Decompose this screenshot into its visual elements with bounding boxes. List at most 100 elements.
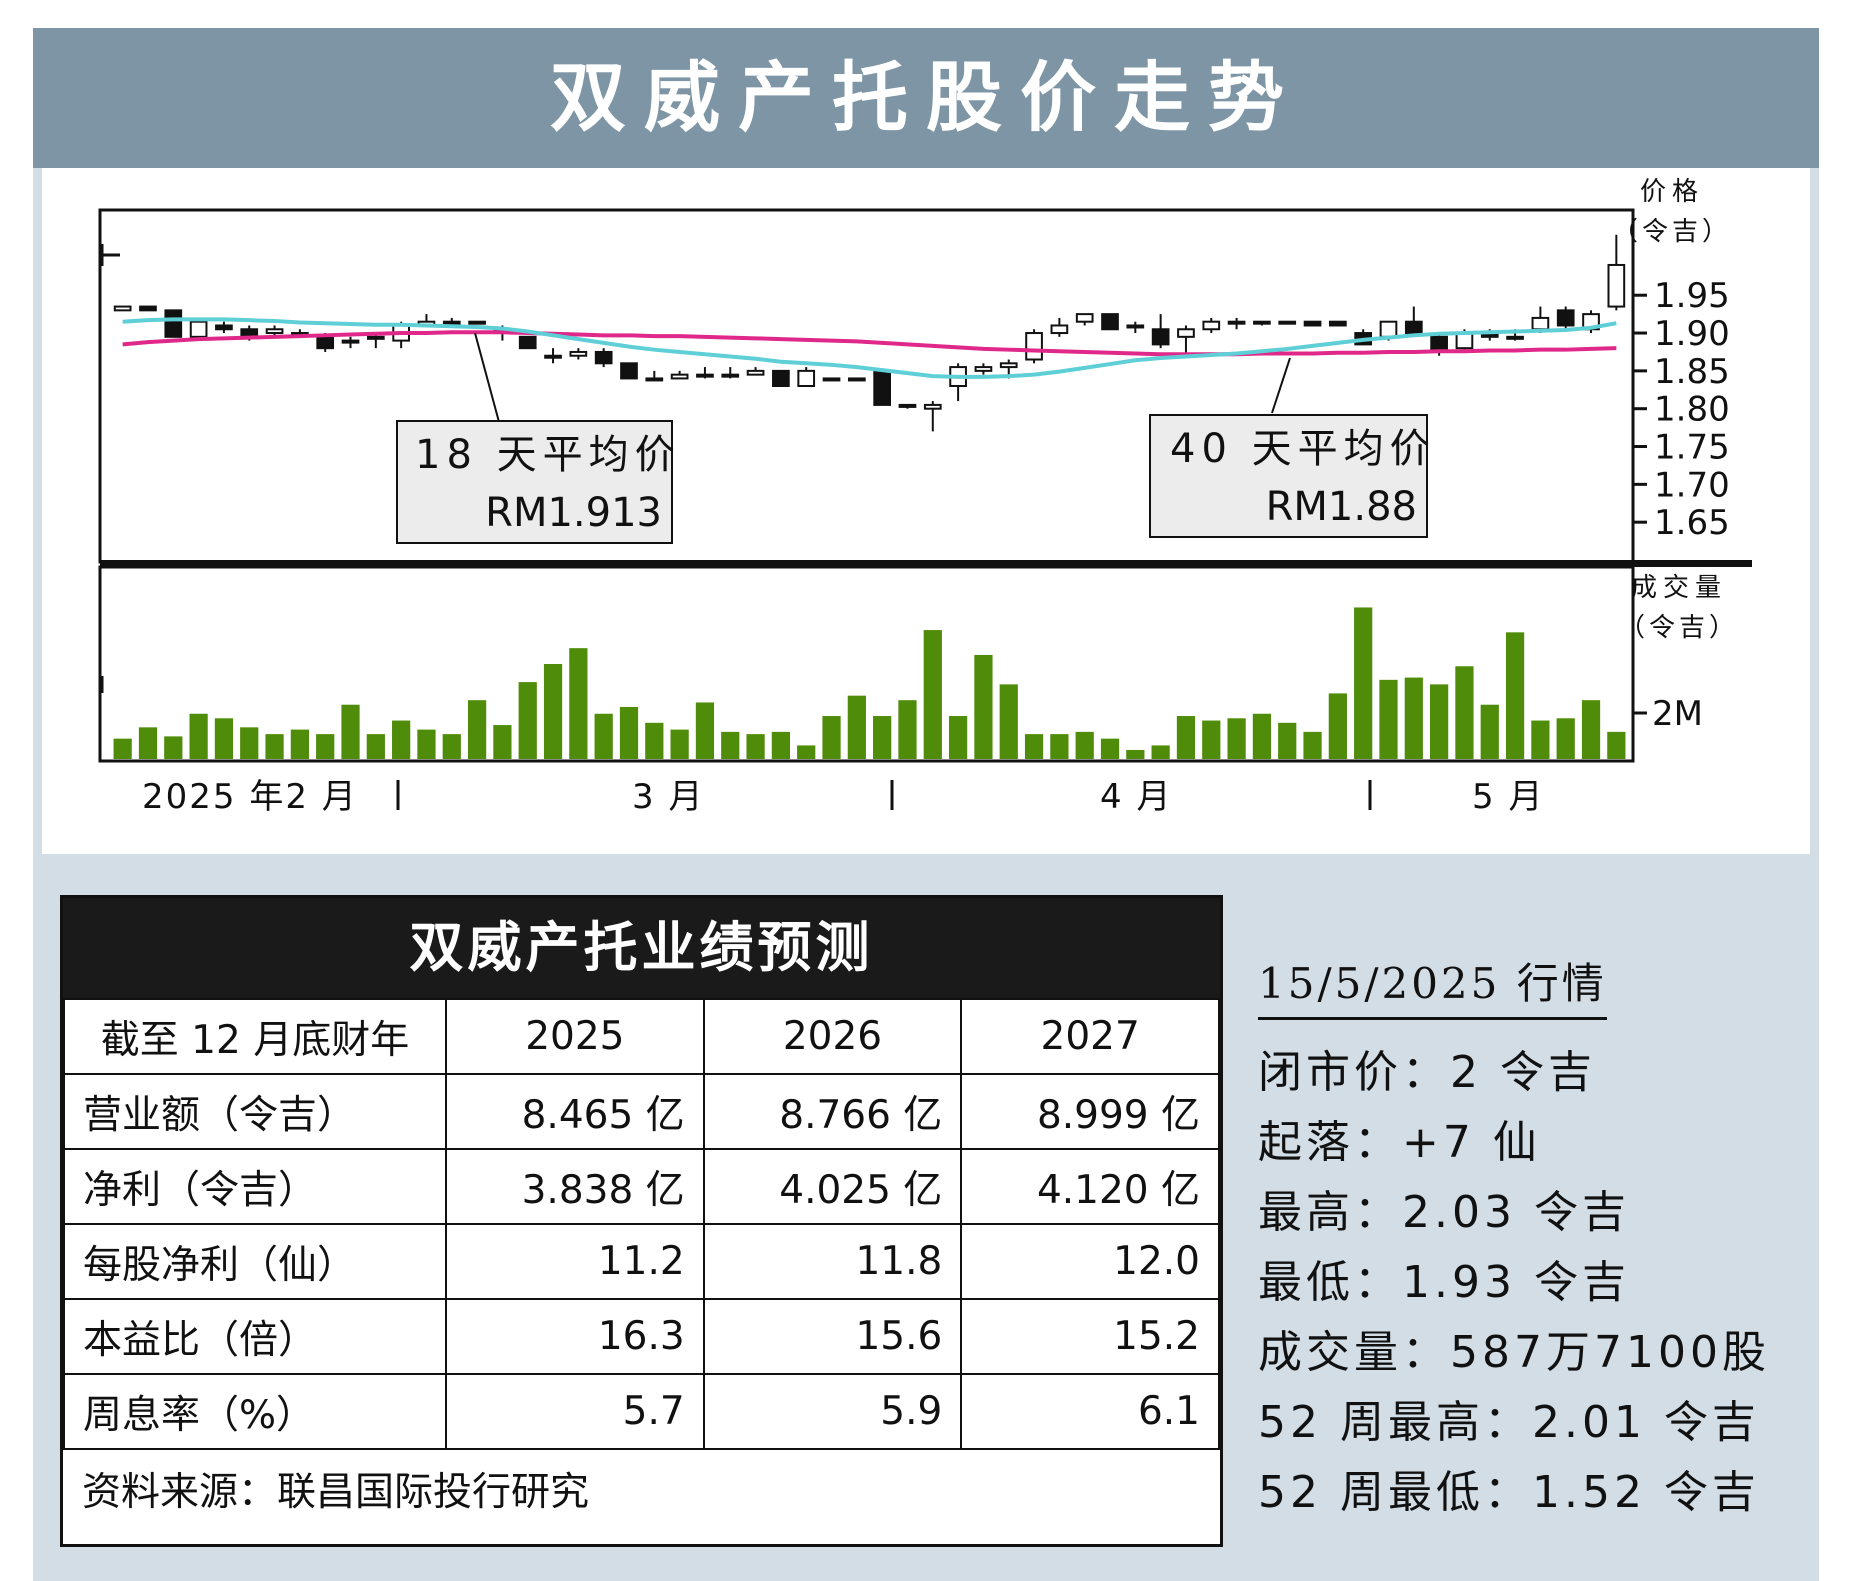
candle-up <box>1227 320 1246 325</box>
volume-bar <box>1404 677 1423 759</box>
candle-down <box>772 369 790 388</box>
table-row: 每股净利（仙） 11.2 11.8 12.0 <box>63 1223 1220 1300</box>
candle-up <box>696 373 714 378</box>
volume-bar <box>1531 720 1550 759</box>
ma40-label-line1: 40 天平均价 <box>1170 426 1436 472</box>
volume-bar <box>1227 718 1246 759</box>
volume-bar <box>1252 713 1272 759</box>
table-cell: 15.2 <box>960 1298 1220 1375</box>
ma18-label-line1: 18 天平均价 <box>415 432 681 478</box>
volume-bar <box>1607 731 1626 759</box>
table-cell: 15.6 <box>702 1298 963 1375</box>
volume-bar <box>1024 734 1044 759</box>
row-label: 净利（令吉） <box>63 1148 447 1225</box>
table-cell: 3.838 亿 <box>445 1148 705 1225</box>
candle-up <box>468 320 486 325</box>
volume-axis-title-1: 成交量 <box>1631 573 1727 603</box>
volume-bar <box>467 700 487 759</box>
volume-bar <box>164 736 183 759</box>
candle-down <box>518 335 537 350</box>
chart-panel: 1.95 1.90 1.85 1.80 1.75 1.70 1.65 价格 （令吉） 成交量… <box>42 168 1810 854</box>
candle-down <box>873 369 892 406</box>
header-cell: 2025 <box>445 998 705 1075</box>
table-cell: 4.025 亿 <box>702 1148 963 1225</box>
table-cell: 8.766 亿 <box>702 1073 963 1150</box>
price-axis-title-1: 价格 <box>1640 177 1704 207</box>
volume-bar <box>1100 738 1120 759</box>
table-cell: 16.3 <box>445 1298 705 1375</box>
volume-bar <box>873 716 892 759</box>
volume-bar <box>1430 684 1449 759</box>
volume-bar <box>214 718 234 759</box>
ma18-pointer <box>474 332 500 423</box>
volume-bar <box>240 727 259 759</box>
candle-down <box>1303 320 1322 327</box>
price-tick-label: 1.75 <box>1654 428 1730 468</box>
candle-up <box>1202 320 1221 331</box>
volume-bar <box>189 713 208 759</box>
source-note: 资料来源：联昌国际投行研究 <box>64 1448 1219 1527</box>
candle-up <box>366 335 385 340</box>
table-cell: 8.999 亿 <box>960 1073 1220 1150</box>
candle-up <box>746 369 765 376</box>
header-cell: 2027 <box>960 998 1220 1075</box>
candle-down <box>316 335 335 350</box>
volume-bar <box>1050 734 1069 759</box>
volume-bar <box>898 700 917 759</box>
candle-up <box>974 366 993 372</box>
table-cell: 8.465 亿 <box>445 1073 705 1150</box>
volume-bar <box>1556 718 1575 759</box>
volume-bar <box>1354 607 1373 759</box>
volume-tick-label: 2M <box>1652 694 1703 734</box>
volume-bar <box>290 729 309 759</box>
candle-down <box>1556 309 1575 327</box>
volume-bar <box>797 745 816 759</box>
volume-bar <box>746 734 765 759</box>
volume-bar <box>695 702 715 759</box>
volume-bar <box>619 706 639 759</box>
volume-bar <box>493 725 512 759</box>
volume-bar <box>1176 716 1196 759</box>
quote-52w-low: 52 周最低：1.52 令吉 <box>1258 1467 1760 1518</box>
candle-up <box>670 373 689 380</box>
quote-date: 15/5/2025 行情 <box>1258 950 1607 1020</box>
candle-up <box>1506 335 1524 340</box>
candle-up <box>797 369 816 388</box>
table-cell: 4.120 亿 <box>960 1148 1220 1225</box>
month-label-mar: 3 月 <box>632 777 704 817</box>
volume-bar <box>442 734 461 759</box>
volume-bar <box>113 738 132 759</box>
volume-axis-title-2: （令吉） <box>1619 613 1739 643</box>
quote-change: 起落：+7 仙 <box>1258 1117 1541 1168</box>
price-axis-title-2: （令吉） <box>1612 217 1732 247</box>
volume-bar <box>569 648 588 759</box>
volume-bar <box>316 734 335 759</box>
volume-bar <box>543 664 563 759</box>
volume-bar <box>670 729 689 759</box>
row-label: 每股净利（仙） <box>63 1223 447 1300</box>
volume-bar <box>265 734 284 759</box>
candle-down <box>1151 328 1170 346</box>
candle-up <box>442 320 461 325</box>
price-tick-label: 1.95 <box>1654 276 1730 316</box>
volume-bar <box>1278 722 1297 759</box>
candle-up <box>645 377 664 382</box>
forecast-grid: 截至 12 月底财年 2025 2026 2027 营业额（令吉） 8.465 … <box>63 998 1220 1527</box>
table-cell: 11.2 <box>445 1223 705 1300</box>
volume-bar <box>1202 720 1221 759</box>
month-label-apr: 4 月 <box>1100 777 1172 817</box>
ma18-label-box <box>396 420 673 544</box>
candle-up <box>721 373 740 378</box>
price-tick-label: 1.85 <box>1654 352 1730 392</box>
ma40-label-line2: RM1.88 <box>1266 484 1417 530</box>
ma18-label-line2: RM1.913 <box>485 490 662 536</box>
volume-bar <box>1581 700 1601 759</box>
price-tick-label: 1.90 <box>1654 314 1730 354</box>
quote-close: 闭市价：2 令吉 <box>1258 1047 1596 1098</box>
quote-volume: 成交量：587万7100股 <box>1258 1327 1770 1378</box>
row-label: 营业额（令吉） <box>63 1073 447 1150</box>
volume-bars <box>113 607 1626 759</box>
candle-down <box>139 305 157 312</box>
volume-bar <box>1303 731 1322 759</box>
quote-high: 最高：2.03 令吉 <box>1258 1187 1630 1238</box>
